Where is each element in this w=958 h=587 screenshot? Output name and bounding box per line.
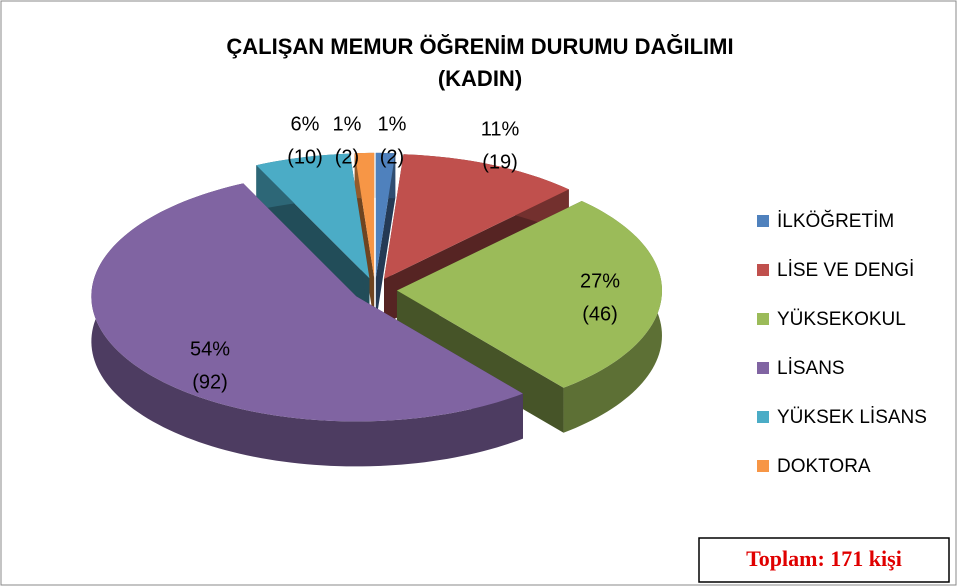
slice-top [375,152,396,278]
chart-title: ÇALIŞAN MEMUR ÖĞRENİM DURUMU DAĞILIMI [226,34,733,59]
legend-label: LİSE VE DENGİ [777,260,914,281]
labels: 1% (2) 11% (19) 27% (46) 54% (92) 6% (10) 1% (2) [190,113,620,393]
data-label-count: (2) [380,146,404,168]
total-box [698,537,950,583]
slice-top [256,153,370,279]
data-label: 11% [481,118,520,140]
legend-swatch [757,362,769,374]
slice-side [91,183,523,467]
legend-label: LİSANS [777,358,845,379]
slice-top [354,152,375,278]
chart-subtitle: (KADIN) [438,66,522,91]
slice [91,183,523,467]
data-label-count: (19) [482,151,518,173]
legend-swatch [757,313,769,325]
data-label: 27% [580,270,620,292]
total-label: Toplam: 171 kişi [746,546,902,571]
legend-swatch [757,411,769,423]
slice-top [396,200,662,388]
data-label-count: (2) [335,146,359,168]
slice [375,152,396,323]
legend-swatch [757,215,769,227]
data-label-count: (92) [192,371,228,393]
legend: İLKÖĞRETİM LİSE VE DENGİ YÜKSEKOKUL LİSANS Y… [757,210,927,477]
slice-top [384,154,569,279]
data-label: 54% [190,338,230,360]
data-label: 1% [378,113,407,135]
data-label-count: (46) [582,303,618,325]
data-label: 6% [291,113,320,135]
legend-swatch [757,264,769,276]
slice-top [91,183,523,422]
data-label: 1% [333,113,362,135]
legend-label: DOKTORA [777,456,871,477]
pie [91,152,662,467]
legend-swatch [757,460,769,472]
legend-label: YÜKSEK LİSANS [777,407,927,428]
data-label-count: (10) [287,146,323,168]
legend-label: YÜKSEKOKUL [777,309,906,330]
slice [396,200,662,433]
legend-label: İLKÖĞRETİM [777,210,894,232]
